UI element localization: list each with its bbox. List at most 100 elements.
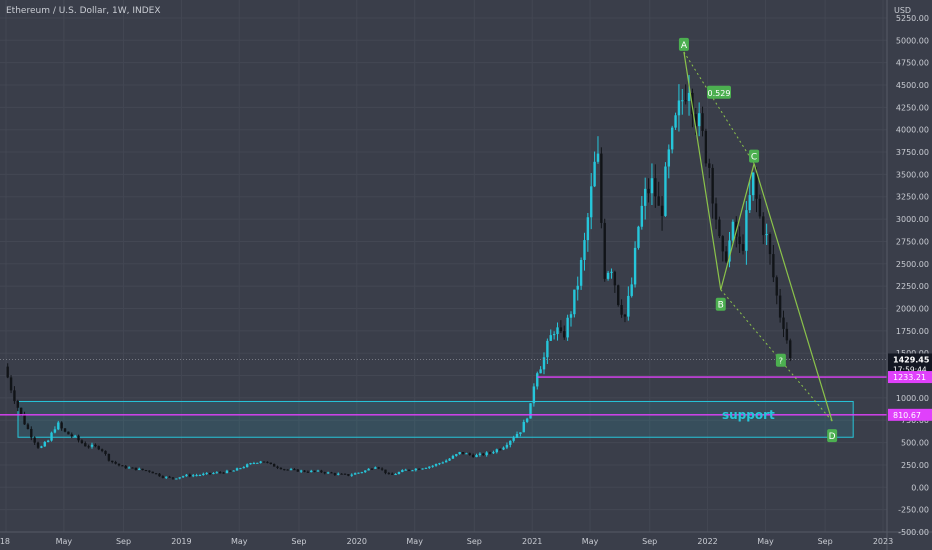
candle-body	[539, 369, 542, 374]
candle-body	[23, 414, 26, 425]
candle-body	[448, 458, 451, 461]
candle-body	[593, 161, 596, 187]
candle-body	[401, 470, 404, 473]
candle-body	[279, 467, 283, 470]
candle-body	[67, 431, 70, 435]
candle-body	[266, 461, 269, 463]
candle-body	[623, 314, 627, 317]
level-price-tag	[888, 371, 932, 384]
y-tick-label: 3250.00	[896, 193, 929, 202]
candle-body	[283, 469, 286, 471]
pattern-point-label: B	[718, 301, 724, 311]
candle-body	[340, 473, 343, 475]
x-tick-label: May	[757, 537, 774, 546]
candle-body	[229, 470, 232, 472]
candle-body	[502, 447, 505, 450]
candle-body	[617, 285, 620, 306]
candle-body	[485, 452, 488, 456]
x-tick-label: Sep	[291, 537, 306, 546]
candle-body	[360, 472, 364, 474]
y-tick-label: 3000.00	[896, 215, 929, 224]
candle-body	[414, 468, 418, 471]
candle-body	[357, 472, 360, 474]
countdown-text: 17:59:44	[893, 366, 927, 375]
x-tick-label: May	[582, 537, 599, 546]
candle-body	[239, 468, 242, 470]
candle-body	[306, 471, 310, 473]
candle-body	[222, 472, 225, 474]
candle-body	[579, 259, 583, 286]
x-tick-label: May	[231, 537, 248, 546]
candle-body	[26, 424, 30, 429]
candle-body	[235, 468, 239, 471]
candle-body	[529, 403, 532, 419]
candle-body	[320, 470, 323, 473]
candle-body	[141, 468, 144, 471]
candle-body	[19, 407, 23, 415]
candle-body	[310, 470, 313, 473]
candle-body	[610, 271, 613, 273]
candle-body	[421, 468, 424, 470]
x-tick-label: Sep	[467, 537, 482, 546]
candle-body	[73, 435, 77, 437]
candle-body	[785, 328, 789, 341]
pattern-leg	[720, 163, 755, 290]
candle-body	[633, 247, 637, 285]
y-tick-label: 2750.00	[896, 237, 929, 246]
candle-body	[121, 465, 124, 467]
candle-body	[762, 216, 765, 236]
candle-body	[519, 432, 522, 435]
candle-body	[748, 195, 751, 211]
candle-body	[637, 226, 640, 248]
candle-body	[30, 428, 33, 438]
candle-body	[444, 460, 448, 463]
chart-title: Ethereum / U.S. Dollar, 1W, INDEX	[6, 6, 161, 16]
candle-body	[674, 115, 677, 128]
y-axis-panel	[887, 0, 932, 550]
candle-body	[640, 205, 644, 227]
pattern-point-label-box	[827, 429, 838, 443]
y-tick-label: 2000.00	[896, 304, 929, 313]
candle-body	[337, 473, 340, 475]
candle-body	[765, 234, 768, 236]
x-tick-label: May	[56, 537, 73, 546]
y-tick-label: 500.00	[901, 439, 929, 448]
candle-body	[643, 188, 647, 206]
candle-body	[97, 446, 100, 450]
x-tick-label: 2021	[522, 537, 542, 546]
candle-body	[161, 476, 165, 478]
candle-body	[138, 468, 141, 470]
candle-body	[596, 153, 600, 162]
candle-body	[525, 418, 529, 422]
pattern-point-label-box	[678, 37, 689, 51]
candle-body	[684, 100, 687, 102]
candle-body	[482, 453, 485, 456]
candle-body	[397, 472, 401, 475]
candle-body	[566, 317, 569, 338]
candle-body	[165, 476, 168, 478]
y-tick-label: 2250.00	[896, 282, 929, 291]
candle-body	[775, 277, 778, 296]
candle-body	[259, 461, 262, 463]
candle-body	[242, 467, 246, 469]
candle-body	[657, 196, 660, 206]
candle-body	[299, 470, 303, 472]
x-tick-label: Sep	[116, 537, 131, 546]
candle-body	[512, 437, 515, 441]
candle-body	[559, 327, 563, 332]
candle-body	[205, 472, 208, 474]
candle-body	[606, 272, 610, 279]
candle-body	[563, 331, 566, 338]
candle-body	[411, 470, 414, 472]
candle-body	[364, 470, 367, 473]
candle-body	[202, 473, 205, 476]
candle-body	[681, 100, 684, 102]
candle-body	[60, 422, 63, 429]
current-price-text: 1429.45	[893, 356, 930, 365]
y-tick-label: -500.00	[898, 528, 929, 537]
candle-body	[367, 468, 370, 471]
candle-body	[704, 130, 708, 164]
x-tick-label: 2020	[347, 537, 367, 546]
